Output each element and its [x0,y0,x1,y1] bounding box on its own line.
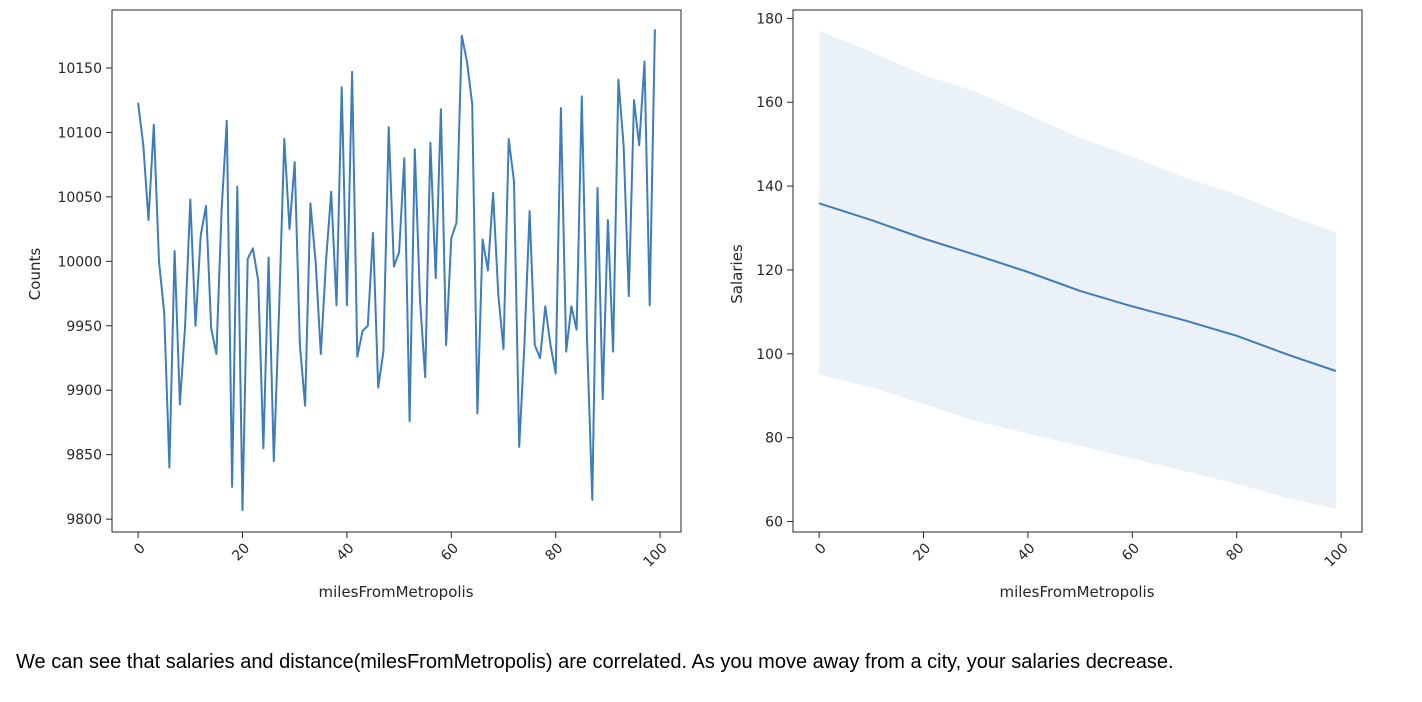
salaries-x-tick-label: 40 [1015,540,1039,564]
counts-y-tick-label: 10000 [57,254,102,270]
salaries-y-tick-label: 60 [765,515,783,531]
salaries-y-tick-label: 120 [756,263,783,279]
salaries-plot-area [792,9,1363,533]
counts-x-axis: 0 20 40 60 80 100 [131,532,671,571]
counts-x-tick-label: 100 [641,540,671,570]
salaries-confidence-band [819,31,1336,509]
counts-series-line [137,29,656,512]
salaries-line-chart: 60 80 100 120 140 160 180 0 20 40 60 80 100 milesFr… [728,9,1363,601]
counts-x-tick-label: 20 [229,540,253,564]
salaries-y-tick-label: 180 [756,11,783,27]
counts-y-tick-label: 9800 [66,512,102,528]
counts-y-tick-label: 10100 [57,125,102,141]
salaries-x-tick-label: 100 [1322,540,1352,570]
salaries-series-line [818,202,1337,372]
salaries-plot-frame [792,9,1363,533]
counts-x-tick-label: 60 [438,540,462,564]
salaries-y-tick-label: 80 [765,431,783,447]
caption-text: We can see that salaries and distance(mi… [16,651,1174,673]
salaries-x-tick-label: 20 [910,540,934,564]
counts-y-axis-label: Counts [26,248,44,301]
salaries-x-tick-label: 80 [1223,540,1247,564]
salaries-y-axis: 60 80 100 120 140 160 180 [756,11,793,531]
salaries-y-tick-label: 160 [756,95,783,111]
salaries-x-tick-label: 60 [1119,540,1143,564]
counts-line-chart: 9800 9850 9900 9950 10000 10050 10100 10150 0 20… [26,9,682,601]
counts-y-tick-label: 9900 [66,383,102,399]
salaries-y-tick-label: 100 [756,347,783,363]
counts-y-axis: 9800 9850 9900 9950 10000 10050 10100 10150 [57,61,112,528]
counts-x-axis-label: milesFromMetropolis [318,583,473,601]
counts-x-tick-label: 80 [542,540,566,564]
counts-plot-area [111,9,682,533]
counts-plot-frame [111,9,682,533]
counts-y-tick-label: 10150 [57,61,102,77]
charts-canvas: 9800 9850 9900 9950 10000 10050 10100 10150 0 20… [26,9,1363,601]
counts-y-tick-label: 9950 [66,319,102,335]
salaries-x-tick-label: 0 [812,540,830,558]
salaries-y-tick-label: 140 [756,179,783,195]
salaries-x-axis: 0 20 40 60 80 100 [812,532,1352,571]
counts-y-tick-label: 10050 [57,190,102,206]
counts-x-tick-label: 0 [131,540,149,558]
counts-x-tick-label: 40 [334,540,358,564]
salaries-y-axis-label: Salaries [728,244,746,304]
salaries-x-axis-label: milesFromMetropolis [999,583,1154,601]
counts-y-tick-label: 9850 [66,448,102,464]
